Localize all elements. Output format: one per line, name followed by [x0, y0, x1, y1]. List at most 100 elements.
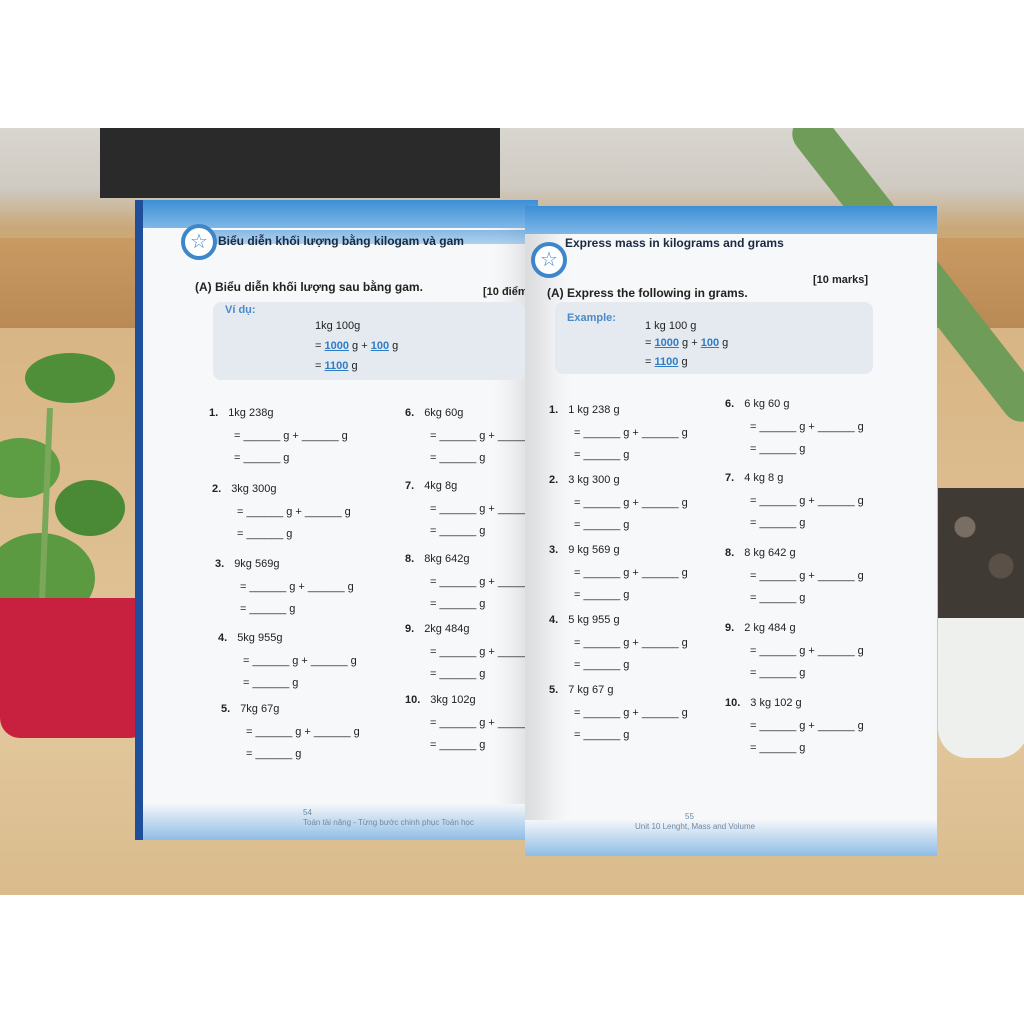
- answer-line-2[interactable]: = ______ g: [750, 517, 806, 529]
- example-line1: = 1000 g + 100 g: [315, 340, 399, 352]
- answer-line-2[interactable]: = ______ g: [246, 748, 302, 760]
- answer-line-1[interactable]: = ______ g + ______ g: [574, 497, 688, 509]
- star-icon: ☆: [181, 224, 217, 260]
- problem-number: 6.: [725, 398, 735, 410]
- example-line2: = 1100 g: [645, 356, 688, 368]
- answer-line-2[interactable]: = ______ g: [430, 668, 486, 680]
- background-furniture: [100, 128, 500, 198]
- problem-number: 4.: [549, 614, 559, 626]
- answer-line-1[interactable]: = ______ g + ______ g: [234, 430, 348, 442]
- problem-text: 4 kg 8 g: [744, 472, 784, 484]
- answer-line-1[interactable]: = ______ g + ______ g: [243, 655, 357, 667]
- example-line1: = 1000 g + 100 g: [645, 337, 729, 349]
- problem-number: 4.: [218, 632, 228, 644]
- answer-line-2[interactable]: = ______ g: [574, 659, 630, 671]
- problem-text: 7 kg 67 g: [568, 684, 614, 696]
- problem-text: 4kg 8g: [424, 480, 458, 492]
- title-band: [203, 230, 538, 244]
- page-footer: Toán tài năng - Từng bước chinh phục Toá…: [303, 818, 474, 827]
- example-box: [555, 302, 873, 374]
- problem-number: 8.: [405, 553, 415, 565]
- left-page: ☆ Biểu diễn khối lượng bằng kilogam và g…: [135, 200, 544, 840]
- problem-text: 1 kg 238 g: [568, 404, 620, 416]
- answer-line-1[interactable]: = ______ g + ______ g: [430, 503, 544, 515]
- white-flower-pot: [938, 618, 1024, 758]
- problem-number: 5.: [221, 703, 231, 715]
- problem-text: 8 kg 642 g: [744, 547, 796, 559]
- answer-line-2[interactable]: = ______ g: [574, 589, 630, 601]
- example-given: 1kg 100g: [315, 320, 361, 332]
- problem-number: 7.: [725, 472, 735, 484]
- problem-number: 9.: [405, 623, 415, 635]
- problem-text: 9kg 569g: [234, 558, 280, 570]
- answer-line-1[interactable]: = ______ g + ______ g: [750, 645, 864, 657]
- answer-line-2[interactable]: = ______ g: [430, 739, 486, 751]
- right-page: ☆ Express mass in kilograms and grams (A…: [525, 206, 937, 856]
- problem-text: 7kg 67g: [240, 703, 280, 715]
- answer-line-2[interactable]: = ______ g: [750, 742, 806, 754]
- problem-text: 3kg 102g: [430, 694, 476, 706]
- example-box: [213, 302, 525, 380]
- answer-line-1[interactable]: = ______ g + ______ g: [430, 430, 544, 442]
- answer-line-1[interactable]: = ______ g + ______ g: [574, 707, 688, 719]
- example-line2: = 1100 g: [315, 360, 358, 372]
- pot-stones: [938, 488, 1024, 618]
- red-flower-pot: [0, 598, 150, 738]
- answer-line-1[interactable]: = ______ g + ______ g: [574, 637, 688, 649]
- answer-line-2[interactable]: = ______ g: [243, 677, 299, 689]
- problem-number: 2.: [549, 474, 559, 486]
- answer-line-1[interactable]: = ______ g + ______ g: [750, 495, 864, 507]
- problem-number: 6.: [405, 407, 415, 419]
- answer-line-2[interactable]: = ______ g: [574, 729, 630, 741]
- section-heading: (A) Biểu diễn khối lượng sau bằng gam.: [195, 280, 423, 294]
- answer-line-1[interactable]: = ______ g + ______ g: [750, 421, 864, 433]
- photo-background: ☆ Biểu diễn khối lượng bằng kilogam và g…: [0, 128, 1024, 895]
- answer-line-2[interactable]: = ______ g: [237, 528, 293, 540]
- answer-line-1[interactable]: = ______ g + ______ g: [574, 427, 688, 439]
- marks: [10 điểm]: [483, 286, 532, 298]
- problem-text: 9 kg 569 g: [568, 544, 620, 556]
- answer-line-1[interactable]: = ______ g + ______ g: [246, 726, 360, 738]
- section-heading: (A) Express the following in grams.: [547, 286, 748, 300]
- answer-line-2[interactable]: = ______ g: [574, 449, 630, 461]
- problem-text: 5 kg 955 g: [568, 614, 620, 626]
- answer-line-2[interactable]: = ______ g: [574, 519, 630, 531]
- example-label: Ví dụ:: [225, 304, 256, 316]
- problem-text: 3 kg 102 g: [750, 697, 802, 709]
- answer-line-1[interactable]: = ______ g + ______ g: [750, 720, 864, 732]
- answer-line-1[interactable]: = ______ g + ______ g: [574, 567, 688, 579]
- answer-line-1[interactable]: = ______ g + ______ g: [237, 506, 351, 518]
- problem-number: 7.: [405, 480, 415, 492]
- problem-text: 1kg 238g: [228, 407, 274, 419]
- example-given: 1 kg 100 g: [645, 320, 697, 332]
- problem-text: 3 kg 300 g: [568, 474, 620, 486]
- page-number: 55: [685, 812, 694, 821]
- problem-text: 6 kg 60 g: [744, 398, 790, 410]
- page-title: Biểu diễn khối lượng bằng kilogam và gam: [218, 234, 464, 248]
- star-icon: ☆: [531, 242, 567, 278]
- problem-number: 1.: [549, 404, 559, 416]
- page-title: Express mass in kilograms and grams: [565, 236, 784, 250]
- problem-text: 6kg 60g: [424, 407, 464, 419]
- answer-line-2[interactable]: = ______ g: [430, 525, 486, 537]
- problem-text: 5kg 955g: [237, 632, 283, 644]
- answer-line-2[interactable]: = ______ g: [430, 598, 486, 610]
- header-band: [525, 206, 937, 234]
- answer-line-1[interactable]: = ______ g + ______ g: [430, 576, 544, 588]
- problem-number: 3.: [215, 558, 225, 570]
- answer-line-2[interactable]: = ______ g: [750, 443, 806, 455]
- answer-line-1[interactable]: = ______ g + ______ g: [750, 570, 864, 582]
- answer-line-2[interactable]: = ______ g: [750, 592, 806, 604]
- problem-number: 10.: [725, 697, 741, 709]
- answer-line-2[interactable]: = ______ g: [234, 452, 290, 464]
- marks: [10 marks]: [813, 274, 869, 286]
- problem-text: 2kg 484g: [424, 623, 470, 635]
- answer-line-2[interactable]: = ______ g: [430, 452, 486, 464]
- footer-band: [143, 804, 538, 840]
- answer-line-1[interactable]: = ______ g + ______ g: [430, 646, 544, 658]
- answer-line-2[interactable]: = ______ g: [240, 603, 296, 615]
- answer-line-2[interactable]: = ______ g: [750, 667, 806, 679]
- problem-number: 9.: [725, 622, 735, 634]
- answer-line-1[interactable]: = ______ g + ______ g: [240, 581, 354, 593]
- answer-line-1[interactable]: = ______ g + ______ g: [430, 717, 544, 729]
